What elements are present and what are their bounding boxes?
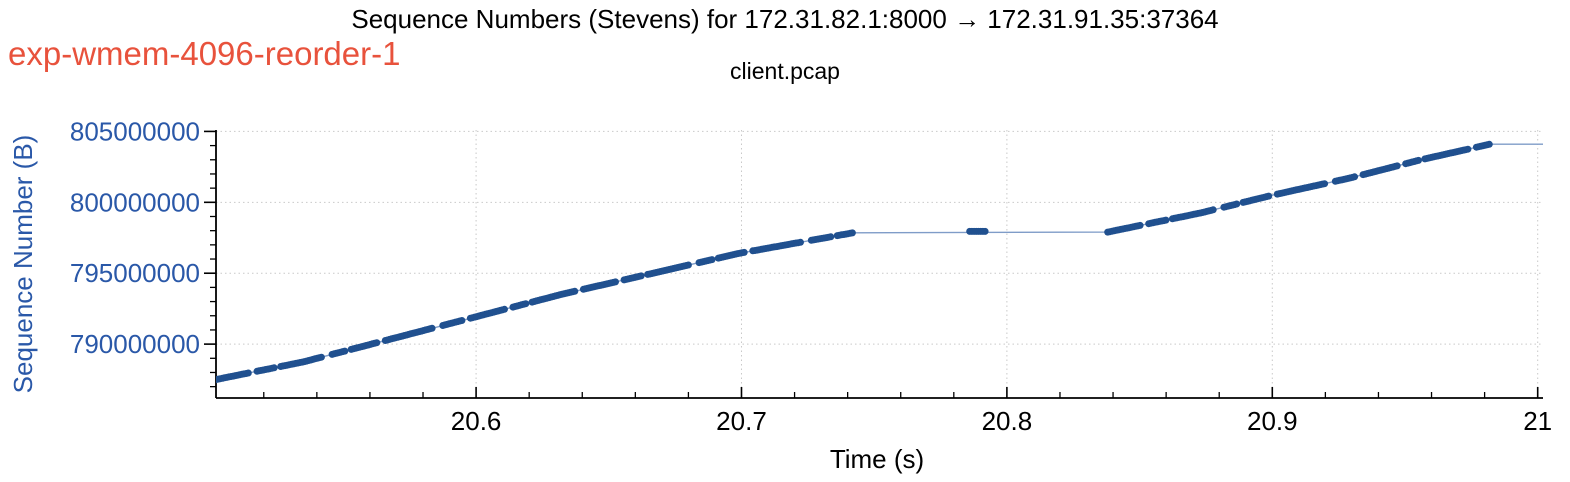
sequence-data-dot xyxy=(571,287,579,295)
sequence-data-dot xyxy=(1265,192,1273,200)
sequence-data-dot xyxy=(740,248,748,256)
x-tick-label: 20.6 xyxy=(451,406,502,436)
x-axis-title: Time (s) xyxy=(830,444,924,474)
sequence-data-dot xyxy=(1233,200,1241,208)
sequence-data-dot xyxy=(501,305,508,313)
x-tick-label: 20.7 xyxy=(716,406,767,436)
sequence-data-dot xyxy=(1209,206,1217,214)
sequence-data-dot xyxy=(373,339,381,347)
gridlines xyxy=(216,130,1543,398)
axis-spines xyxy=(215,130,1543,399)
sequence-data-dot xyxy=(458,317,466,324)
sequence-data-dot xyxy=(244,369,252,377)
sequence-data-dot xyxy=(981,227,989,235)
x-tick-label: 20.8 xyxy=(982,406,1033,436)
sequence-data-dot xyxy=(612,278,619,286)
sequence-data-dot xyxy=(637,272,645,280)
sequence-data-dot xyxy=(428,324,436,332)
sequence-data-dot xyxy=(1136,221,1144,229)
sequence-data-dot xyxy=(827,233,835,241)
y-tick-label: 800000000 xyxy=(70,187,200,217)
y-tick-label: 790000000 xyxy=(70,329,200,359)
experiment-label: exp-wmem-4096-reorder-1 xyxy=(8,35,400,72)
sequence-data-dot xyxy=(1485,140,1493,148)
data-dots-layer xyxy=(216,140,1493,384)
axis-ticks xyxy=(204,130,1539,398)
y-tick-label: 805000000 xyxy=(70,116,200,146)
sequence-data-dot xyxy=(1351,173,1359,181)
chart-subtitle: client.pcap xyxy=(730,58,840,84)
sequence-data-dot xyxy=(270,364,278,372)
tick-labels: 790000000 795000000 800000000 805000000 20.6… xyxy=(70,116,1552,436)
sequence-data-dot xyxy=(797,238,804,246)
x-tick-label: 20.9 xyxy=(1247,406,1298,436)
sequence-data-dot xyxy=(341,347,349,355)
chart-title: Sequence Numbers (Stevens) for 172.31.82… xyxy=(351,4,1218,34)
sequence-data-dot xyxy=(1321,180,1329,188)
sequence-data-dot xyxy=(1415,156,1422,164)
sequence-data-dot xyxy=(708,256,716,264)
sequence-data-dot xyxy=(848,229,856,237)
y-axis-title: Sequence Number (B) xyxy=(8,135,38,394)
sequence-data-dot xyxy=(317,353,325,361)
sequence-data-dot xyxy=(522,300,530,308)
sequence-data-dot xyxy=(1464,145,1472,153)
x-tick-label: 21 xyxy=(1523,406,1552,436)
sequence-data-dot xyxy=(1162,216,1170,224)
sequence-data-dot xyxy=(1393,162,1401,170)
y-tick-label: 795000000 xyxy=(70,258,200,288)
sequence-data-dot xyxy=(684,261,692,269)
